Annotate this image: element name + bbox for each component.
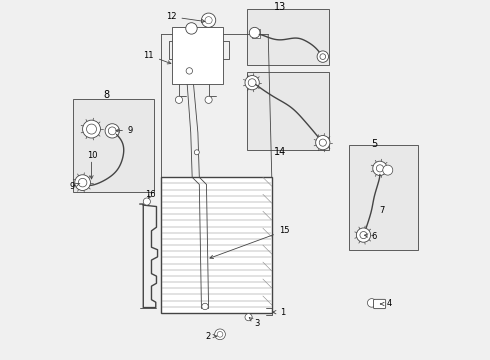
Circle shape — [205, 96, 212, 103]
Bar — [247, 72, 329, 150]
Text: 5: 5 — [371, 139, 377, 149]
Circle shape — [245, 314, 252, 321]
Text: 6: 6 — [365, 232, 377, 241]
Bar — [348, 145, 418, 251]
Circle shape — [383, 165, 393, 175]
Circle shape — [143, 198, 150, 205]
Text: 1: 1 — [272, 308, 285, 317]
Circle shape — [217, 332, 223, 337]
Circle shape — [317, 51, 328, 62]
FancyBboxPatch shape — [373, 300, 386, 309]
Circle shape — [201, 13, 216, 27]
Bar — [73, 99, 154, 192]
Circle shape — [75, 175, 91, 190]
Text: 16: 16 — [146, 190, 156, 199]
Text: 12: 12 — [166, 12, 205, 23]
Circle shape — [186, 23, 197, 34]
Circle shape — [368, 299, 376, 307]
Text: 3: 3 — [249, 318, 260, 328]
Circle shape — [376, 165, 384, 172]
Circle shape — [316, 135, 330, 150]
Text: 11: 11 — [144, 51, 171, 64]
Circle shape — [83, 120, 100, 138]
Text: 14: 14 — [274, 147, 286, 157]
Circle shape — [175, 96, 183, 103]
Circle shape — [195, 150, 199, 155]
Circle shape — [87, 124, 97, 134]
Text: 2: 2 — [206, 332, 217, 341]
Text: 4: 4 — [381, 300, 392, 309]
Circle shape — [245, 76, 259, 90]
Circle shape — [205, 17, 212, 24]
Text: 7: 7 — [380, 206, 385, 215]
Circle shape — [373, 161, 387, 175]
Circle shape — [202, 303, 208, 310]
Circle shape — [78, 178, 87, 187]
Text: 13: 13 — [274, 2, 286, 12]
Circle shape — [249, 27, 260, 38]
Text: 9: 9 — [116, 126, 133, 135]
Text: 9: 9 — [69, 182, 80, 191]
Circle shape — [360, 231, 367, 239]
Circle shape — [186, 68, 193, 74]
Circle shape — [319, 139, 326, 146]
Bar — [252, 29, 260, 38]
Bar — [161, 177, 272, 313]
Text: 10: 10 — [87, 151, 98, 160]
Circle shape — [215, 329, 225, 340]
Text: 15: 15 — [210, 226, 290, 258]
Text: 8: 8 — [103, 90, 110, 100]
Circle shape — [108, 127, 116, 135]
Bar — [172, 27, 223, 84]
Circle shape — [356, 228, 370, 242]
Circle shape — [320, 54, 326, 59]
Circle shape — [105, 124, 120, 138]
Circle shape — [248, 79, 256, 87]
Bar — [247, 9, 329, 65]
